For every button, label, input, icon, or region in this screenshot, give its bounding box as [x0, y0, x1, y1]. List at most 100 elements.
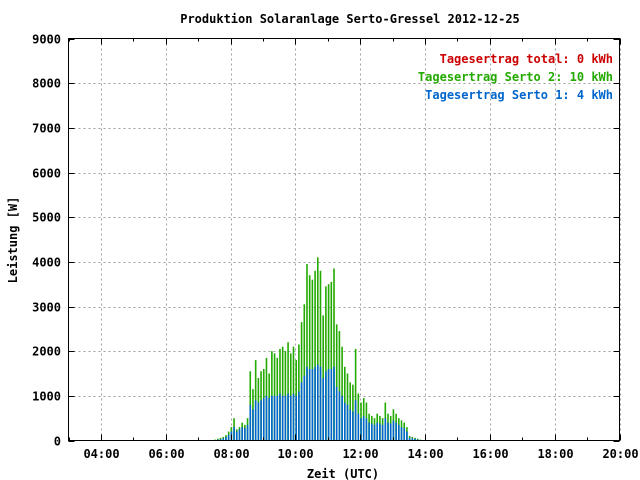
y-tick-label: 7000 [32, 122, 61, 136]
bar-series-2 [225, 436, 227, 441]
bar-series-2 [360, 418, 362, 441]
bar-series-2 [389, 423, 392, 441]
bar-series-1 [330, 281, 333, 441]
bar-series-2 [406, 431, 408, 441]
bar-series-2 [373, 424, 376, 441]
bar-series-2 [354, 400, 357, 441]
bar-series-1 [327, 284, 330, 441]
x-tick-label: 20:00 [602, 447, 638, 461]
bar-series-2 [398, 424, 400, 441]
bar-series-2 [376, 422, 379, 441]
bar-series-2 [260, 400, 262, 441]
x-tick-label: 08:00 [213, 447, 249, 461]
bar-series-2 [308, 369, 311, 441]
bar-series-2 [271, 395, 273, 441]
bar-series-2 [219, 439, 222, 441]
bar-series-2 [335, 386, 338, 441]
bar-series-2 [303, 375, 306, 441]
bar-series-2 [265, 395, 268, 441]
y-tick-label: 4000 [32, 256, 61, 270]
x-tick-label: 10:00 [277, 447, 313, 461]
x-tick-labels: 04:00 06:00 08:00 10:00 12:00 14:00 16:00 18:00… [83, 447, 638, 461]
bar-series-2 [246, 424, 249, 441]
y-tick-label: 2000 [32, 345, 61, 359]
bar-series-2 [408, 437, 411, 441]
x-axis-label: Zeit (UTC) [307, 467, 379, 480]
bar-series-2 [227, 434, 230, 441]
legend-entry: Tagesertrag Serto 1: 4 kWh [425, 88, 613, 102]
bar-series-2 [287, 393, 289, 441]
grid-layer [68, 38, 621, 441]
bar-series-1 [338, 331, 341, 441]
bar-series-2 [352, 411, 354, 441]
bar-series-1 [335, 324, 338, 441]
bar-series-1 [341, 346, 343, 441]
bar-series-2 [349, 409, 351, 441]
bar-series-2 [311, 369, 314, 441]
plot-frame [68, 38, 620, 441]
y-tick-labels: 0 1000 2000 3000 4000 5000 6000 7000 8000 9000 [32, 33, 61, 449]
bar-series-2 [400, 427, 403, 441]
bar-series-1 [319, 270, 322, 441]
bar-series-2 [371, 423, 373, 441]
bar-series-2 [257, 402, 260, 441]
y-tick-label: 1000 [32, 390, 61, 404]
bar-series-2 [238, 429, 241, 441]
bar-series-2 [327, 369, 330, 441]
bar-series-2 [319, 366, 322, 441]
bar-series-2 [254, 400, 257, 441]
bar-series-2 [292, 393, 295, 441]
bar-series-2 [298, 391, 300, 441]
x-tick-label: 16:00 [472, 447, 508, 461]
bar-series-1 [325, 286, 327, 441]
bar-series-2 [357, 413, 360, 441]
bar-series-2 [268, 398, 270, 441]
bar-series-2 [414, 438, 416, 441]
bar-series-1 [300, 322, 303, 441]
bar-series-1 [287, 342, 289, 441]
chart-title: Produktion Solaranlage Serto-Gressel 201… [180, 12, 520, 26]
bar-series-2 [262, 398, 265, 441]
bar-series-1 [354, 348, 357, 441]
bar-series-2 [322, 377, 324, 441]
legend-entry: Tagesertrag Serto 2: 10 kWh [418, 70, 613, 84]
bar-series-2 [281, 395, 284, 441]
x-tick-label: 06:00 [148, 447, 184, 461]
bar-series-2 [252, 409, 254, 441]
x-tick-label: 04:00 [83, 447, 119, 461]
bar-series-2 [346, 404, 349, 441]
y-tick-label: 0 [54, 435, 61, 449]
y-axis-label: Leistung [W] [6, 197, 20, 284]
bar-series-1 [311, 279, 314, 441]
bar-series-2 [368, 422, 370, 441]
legend: Tagesertrag total: 0 kWh Tagesertrag Sert… [418, 52, 613, 102]
y-tick-label: 9000 [32, 33, 61, 47]
bar-series-2 [387, 422, 389, 441]
ticks-layer [68, 38, 621, 442]
bar-series-2 [276, 395, 279, 441]
bar-series-1 [314, 270, 316, 441]
bar-series-2 [403, 427, 406, 441]
bar-series-2 [362, 415, 365, 441]
bar-series-2 [392, 420, 395, 441]
bar-series-2 [233, 427, 235, 441]
bar-series-1 [217, 438, 219, 441]
bar-series-2 [244, 427, 246, 441]
x-tick-label: 18:00 [537, 447, 573, 461]
bar-series-1 [308, 275, 311, 441]
bar-series-2 [344, 402, 346, 441]
bar-series-2 [222, 438, 225, 441]
bar-series-2 [330, 369, 333, 441]
bar-series-1 [281, 346, 284, 441]
bars-layer [214, 257, 422, 441]
bar-series-2 [381, 424, 384, 441]
bar-series-1 [306, 264, 308, 441]
bar-series-2 [341, 395, 343, 441]
bar-series-2 [338, 391, 341, 441]
y-tick-label: 6000 [32, 167, 61, 181]
bar-series-2 [289, 395, 292, 441]
bar-series-2 [284, 395, 287, 441]
x-tick-label: 12:00 [342, 447, 378, 461]
bar-series-1 [303, 304, 306, 441]
